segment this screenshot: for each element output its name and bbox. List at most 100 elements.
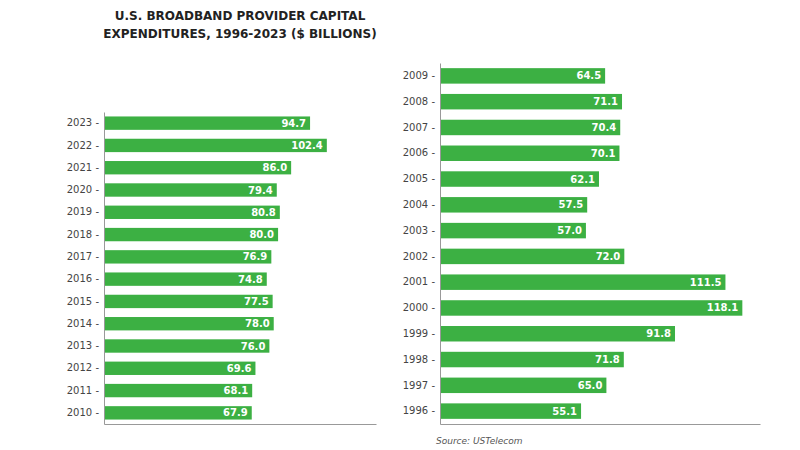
bar xyxy=(440,352,624,367)
y-tick-label: 2014 - xyxy=(67,318,100,329)
data-label: 76.9 xyxy=(243,251,268,262)
bar xyxy=(440,378,606,393)
bar xyxy=(440,300,742,315)
bar xyxy=(104,362,255,375)
data-label: 57.5 xyxy=(559,199,584,210)
chart-title: U.S. BROADBAND PROVIDER CAPITAL xyxy=(115,9,366,23)
y-tick: 1996 - xyxy=(403,405,436,416)
y-tick-label: 2005 - xyxy=(403,173,436,184)
data-label: 79.4 xyxy=(248,185,273,196)
bar xyxy=(104,339,269,352)
y-tick: 2014 - xyxy=(67,318,100,329)
y-tick: 2020 - xyxy=(67,184,100,195)
y-tick: 2008 - xyxy=(403,96,436,107)
data-label: 70.1 xyxy=(591,148,616,159)
panel: 64.571.170.470.162.157.557.072.0111.5118… xyxy=(403,64,761,425)
data-label: 94.7 xyxy=(281,118,306,129)
data-label: 55.1 xyxy=(552,406,577,417)
data-label: 57.0 xyxy=(557,225,582,236)
data-labels: 64.571.170.470.162.157.557.072.0111.5118… xyxy=(552,70,738,416)
bar xyxy=(104,250,271,263)
y-tick: 2016 - xyxy=(67,273,100,284)
bar xyxy=(104,272,267,285)
data-label: 70.4 xyxy=(592,122,617,133)
y-tick: 2013 - xyxy=(67,340,100,351)
y-tick-label: 2006 - xyxy=(403,147,436,158)
y-tick-label: 2023 - xyxy=(67,117,100,128)
x-axis xyxy=(105,424,377,425)
bar xyxy=(440,326,675,341)
y-tick: 2017 - xyxy=(67,251,100,262)
data-label: 71.1 xyxy=(593,96,618,107)
y-tick-label: 2009 - xyxy=(403,70,436,81)
x-axis-line xyxy=(105,424,377,425)
y-tick-label: 2002 - xyxy=(403,251,436,262)
y-axis-line xyxy=(440,64,441,425)
y-tick: 2005 - xyxy=(403,173,436,184)
y-tick-label: 2007 - xyxy=(403,122,436,133)
data-label: 80.8 xyxy=(251,207,276,218)
panel: 94.7102.486.079.480.880.076.974.877.578.… xyxy=(67,113,377,425)
data-label: 69.6 xyxy=(227,363,252,374)
data-label: 76.0 xyxy=(241,341,266,352)
bar xyxy=(104,161,291,174)
y-tick: 2010 - xyxy=(67,407,100,418)
data-labels: 94.7102.486.079.480.880.076.974.877.578.… xyxy=(223,118,323,419)
data-label: 80.0 xyxy=(249,229,274,240)
bar xyxy=(440,68,605,83)
data-label: 64.5 xyxy=(576,70,601,81)
data-label: 77.5 xyxy=(244,296,269,307)
y-tick-label: 2020 - xyxy=(67,184,100,195)
data-label: 72.0 xyxy=(596,251,621,262)
y-tick-label: 2013 - xyxy=(67,340,100,351)
y-tick: 2011 - xyxy=(67,385,100,396)
y-tick: 2007 - xyxy=(403,122,436,133)
data-label: 62.1 xyxy=(570,174,595,185)
bar xyxy=(104,139,327,152)
bar xyxy=(440,403,581,418)
y-tick: 1998 - xyxy=(403,354,436,365)
bar xyxy=(104,228,278,241)
bar xyxy=(440,120,620,135)
bar xyxy=(440,171,599,186)
y-tick: 2003 - xyxy=(403,225,436,236)
y-tick-label: 2004 - xyxy=(403,199,436,210)
data-label: 91.8 xyxy=(646,328,671,339)
y-axis: 2023 - 2022 - 2021 - 2020 - 2019 - 2018 - 2017… xyxy=(67,113,105,425)
y-tick: 2012 - xyxy=(67,362,100,373)
bar xyxy=(440,249,624,264)
chart-canvas: U.S. BROADBAND PROVIDER CAPITAL EXPENDITU… xyxy=(0,0,800,450)
data-label: 74.8 xyxy=(238,274,263,285)
bar xyxy=(440,274,725,289)
data-label: 65.0 xyxy=(578,380,603,391)
y-tick: 2023 - xyxy=(67,117,100,128)
data-label: 67.9 xyxy=(223,407,248,418)
bar xyxy=(104,206,280,219)
data-label: 118.1 xyxy=(707,302,739,313)
bar xyxy=(104,406,252,419)
y-tick-label: 2019 - xyxy=(67,206,100,217)
y-tick: 2001 - xyxy=(403,276,436,287)
y-tick-label: 2022 - xyxy=(67,140,100,151)
y-tick-label: 2001 - xyxy=(403,276,436,287)
data-label: 102.4 xyxy=(291,140,323,151)
data-label: 68.1 xyxy=(223,385,248,396)
y-tick-label: 2008 - xyxy=(403,96,436,107)
bar xyxy=(104,183,277,196)
y-tick: 2018 - xyxy=(67,229,100,240)
y-tick: 2000 - xyxy=(403,302,436,313)
y-tick-label: 2015 - xyxy=(67,296,100,307)
y-tick-label: 2010 - xyxy=(67,407,100,418)
y-tick-label: 1997 - xyxy=(403,380,436,391)
bars xyxy=(440,68,742,419)
bar xyxy=(440,146,619,161)
y-tick: 2021 - xyxy=(67,162,100,173)
chart-subtitle: EXPENDITURES, 1996-2023 ($ BILLIONS) xyxy=(103,27,376,41)
y-tick: 2004 - xyxy=(403,199,436,210)
y-tick-label: 2012 - xyxy=(67,362,100,373)
y-tick: 2015 - xyxy=(67,296,100,307)
y-tick-label: 2017 - xyxy=(67,251,100,262)
y-tick-label: 2018 - xyxy=(67,229,100,240)
y-tick-label: 2011 - xyxy=(67,385,100,396)
y-tick-label: 2021 - xyxy=(67,162,100,173)
